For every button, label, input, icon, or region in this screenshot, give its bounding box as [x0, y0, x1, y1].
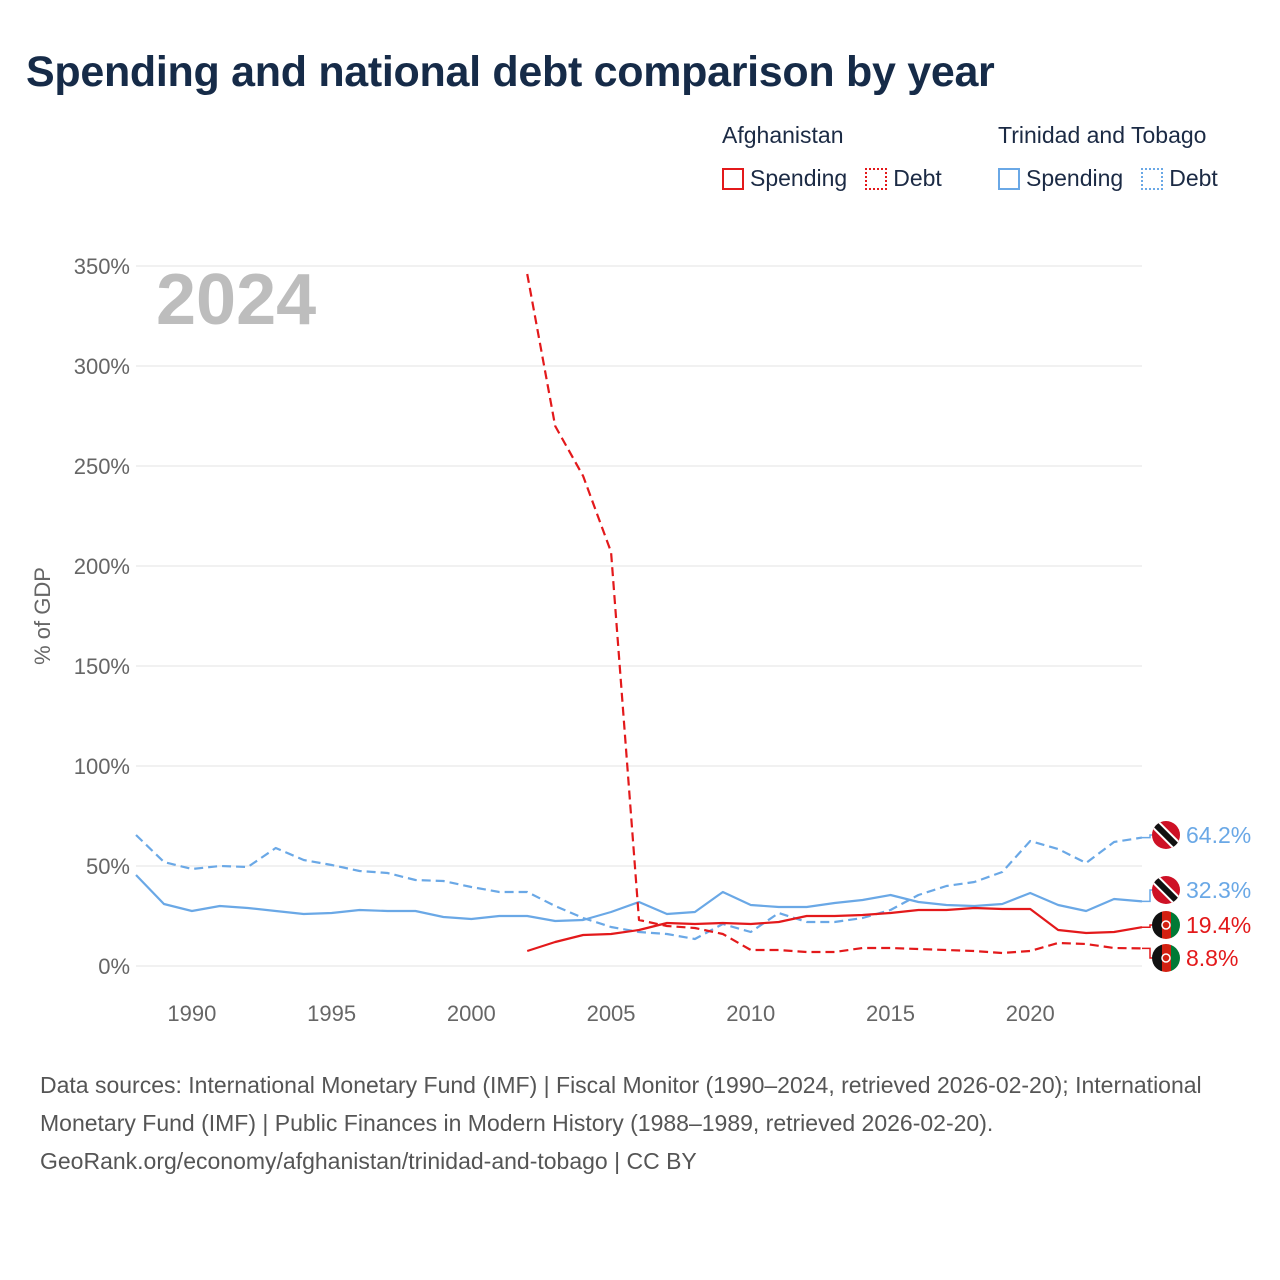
x-tick-label: 2015 — [866, 1001, 915, 1026]
series-line-trinidad-and-tobago-debt — [135, 834, 1143, 941]
af-flag-red — [1162, 911, 1171, 939]
legend-group-afghanistan: Afghanistan Spending Debt — [722, 122, 960, 192]
af-flag-red — [1162, 944, 1171, 972]
y-tick-label: 250% — [74, 454, 130, 479]
legend-swatch-solid — [722, 167, 744, 190]
end-connector — [1142, 924, 1152, 928]
af-flag-green — [1171, 944, 1180, 972]
x-tick-label: 1995 — [307, 1001, 356, 1026]
y-axis-label: % of GDP — [30, 567, 55, 665]
footer: Data sources: International Monetary Fun… — [40, 1066, 1240, 1180]
legend-swatch-dotted — [865, 167, 888, 190]
y-tick-label: 0% — [98, 954, 130, 979]
af-flag-emblem — [1161, 953, 1171, 963]
af-flag-black — [1152, 944, 1162, 972]
legend-swatch-dotted — [1141, 167, 1164, 190]
series-line-afghanistan-debt — [526, 273, 1143, 955]
legend-label: Debt — [893, 165, 942, 191]
line-chart: 0% 50% 100% 150% 200% 250% 300% 350% 1990 1995 200… — [30, 254, 1251, 1026]
y-tick-label: 150% — [74, 654, 130, 679]
y-tick-label: 100% — [74, 754, 130, 779]
series-line-trinidad-and-tobago-spending — [135, 874, 1143, 923]
legend-country-trinidad: Trinidad and Tobago — [998, 122, 1207, 148]
end-value-label: 19.4% — [1186, 912, 1251, 938]
x-tick-label: 2005 — [587, 1001, 636, 1026]
data-sources: Data sources: International Monetary Fun… — [40, 1072, 1202, 1136]
legend-item-trinidad-spending[interactable]: Spending — [998, 165, 1123, 192]
legend-item-trinidad-debt[interactable]: Debt — [1141, 165, 1218, 192]
end-value-label: 32.3% — [1186, 877, 1251, 903]
chart-title: Spending and national debt comparison by… — [26, 48, 995, 96]
end-connector — [1142, 947, 1152, 959]
credit-link[interactable]: GeoRank.org/economy/afghanistan/trinidad… — [40, 1148, 697, 1174]
legend-swatch-solid — [998, 167, 1020, 190]
x-tick-label: 2010 — [726, 1001, 775, 1026]
y-tick-label: 200% — [74, 554, 130, 579]
end-value-label: 64.2% — [1186, 822, 1251, 848]
af-flag-green — [1171, 911, 1180, 939]
x-tick-label: 2020 — [1006, 1001, 1055, 1026]
end-value-label: 8.8% — [1186, 945, 1238, 971]
end-connector — [1142, 889, 1152, 903]
legend-item-afghanistan-spending[interactable]: Spending — [722, 165, 847, 192]
x-tick-label: 2000 — [447, 1001, 496, 1026]
end-connector — [1142, 834, 1152, 839]
y-tick-label: 350% — [74, 254, 130, 279]
legend-item-afghanistan-debt[interactable]: Debt — [865, 165, 942, 192]
y-tick-label: 50% — [86, 854, 130, 879]
legend-country-afghanistan: Afghanistan — [722, 122, 844, 148]
year-watermark: 2024 — [156, 260, 316, 340]
series-line-afghanistan-spending — [526, 906, 1143, 953]
legend-group-trinidad: Trinidad and Tobago Spending Debt — [998, 122, 1236, 192]
y-tick-label: 300% — [74, 354, 130, 379]
legend-label: Spending — [750, 165, 848, 191]
af-flag-black — [1152, 911, 1162, 939]
af-flag-emblem — [1161, 920, 1171, 930]
legend-label: Debt — [1169, 165, 1218, 191]
x-tick-label: 1990 — [167, 1001, 216, 1026]
legend-label: Spending — [1026, 165, 1124, 191]
